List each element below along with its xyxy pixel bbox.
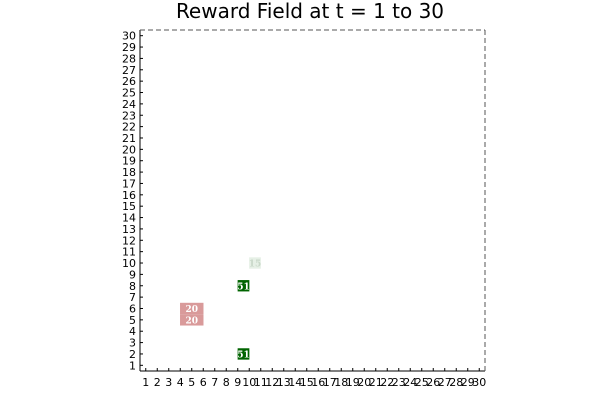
y-tick-label: 18 [122, 166, 136, 179]
reward-cell-label: 15 [249, 260, 262, 270]
x-tick-label: 7 [211, 376, 218, 389]
y-tick-label: 25 [122, 87, 136, 100]
reward-cell [249, 257, 261, 269]
y-tick-label: 6 [129, 302, 136, 315]
x-tick-label: 3 [165, 376, 172, 389]
y-tick-label: 11 [122, 246, 136, 259]
x-tick-label: 16 [311, 376, 325, 389]
y-tick-label: 2 [129, 348, 136, 361]
x-tick-label: 12 [265, 376, 279, 389]
plot-frame [139, 29, 486, 372]
x-tick-label: 20 [357, 376, 371, 389]
y-tick-label: 16 [122, 189, 136, 202]
reward-cell [180, 314, 204, 326]
y-tick-label: 27 [122, 64, 136, 77]
x-tick-label: 19 [346, 376, 360, 389]
x-axis: 1 2 3 4 5 6 7 8 9 1011121314151617181920212223242… [142, 368, 486, 389]
x-tick-label: 2 [154, 376, 161, 389]
y-tick-label: 3 [129, 337, 136, 350]
x-tick-label: 21 [369, 376, 383, 389]
reward-cell [180, 302, 204, 315]
x-tick-label: 29 [461, 376, 475, 389]
y-axis: 1234567891011121314151617181920212223242… [122, 30, 143, 372]
x-tick-label: 25 [415, 376, 429, 389]
y-tick-label: 17 [122, 177, 136, 190]
reward-cell-label: 20 [185, 316, 198, 326]
reward-cell [237, 348, 250, 360]
y-tick-label: 29 [122, 41, 136, 54]
y-tick-label: 15 [122, 200, 136, 213]
y-tick-label: 5 [129, 314, 136, 327]
y-tick-label: 9 [129, 268, 136, 281]
x-tick-label: 17 [323, 376, 337, 389]
y-tick-label: 10 [122, 257, 136, 270]
reward-cell-label: 51 [237, 350, 250, 360]
x-tick-label: 27 [438, 376, 452, 389]
y-tick-label: 22 [122, 121, 136, 134]
y-tick-label: 7 [129, 291, 136, 304]
x-tick-label: 9 [234, 376, 241, 389]
x-tick-label: 1 [142, 376, 149, 389]
x-tick-label: 13 [277, 376, 291, 389]
y-tick-label: 1 [129, 359, 136, 372]
y-tick-label: 23 [122, 109, 136, 122]
y-tick-label: 13 [122, 223, 136, 236]
y-tick-label: 30 [122, 30, 136, 43]
y-tick-label: 24 [122, 98, 136, 111]
y-tick-label: 19 [122, 155, 136, 168]
y-tick-label: 20 [122, 143, 136, 156]
x-tick-label: 8 [223, 376, 230, 389]
x-tick-label: 18 [334, 376, 348, 389]
x-tick-label: 30 [472, 376, 486, 389]
y-tick-label: 14 [122, 212, 136, 225]
y-tick-label: 12 [122, 234, 136, 247]
reward-cell [237, 280, 250, 292]
reward-cell-label: 51 [237, 282, 250, 292]
y-tick-label: 26 [122, 75, 136, 88]
x-tick-label: 4 [177, 376, 184, 389]
x-tick-label: 6 [200, 376, 207, 389]
x-tick-label: 23 [392, 376, 406, 389]
y-tick-label: 21 [122, 132, 136, 145]
y-tick-label: 8 [129, 280, 136, 293]
y-tick-label: 28 [122, 52, 136, 65]
x-tick-label: 5 [188, 376, 195, 389]
x-tick-label: 26 [426, 376, 440, 389]
x-tick-label: 14 [288, 376, 302, 389]
y-tick-label: 4 [129, 325, 136, 338]
x-tick-label: 24 [403, 376, 417, 389]
reward-cell-label: 20 [185, 305, 198, 315]
x-tick-label: 10 [242, 376, 256, 389]
x-tick-label: 15 [300, 376, 314, 389]
chart-title: Reward Field at t = 1 to 30 [176, 0, 444, 23]
x-tick-label: 11 [254, 376, 268, 389]
x-tick-label: 28 [449, 376, 463, 389]
x-tick-label: 22 [380, 376, 394, 389]
